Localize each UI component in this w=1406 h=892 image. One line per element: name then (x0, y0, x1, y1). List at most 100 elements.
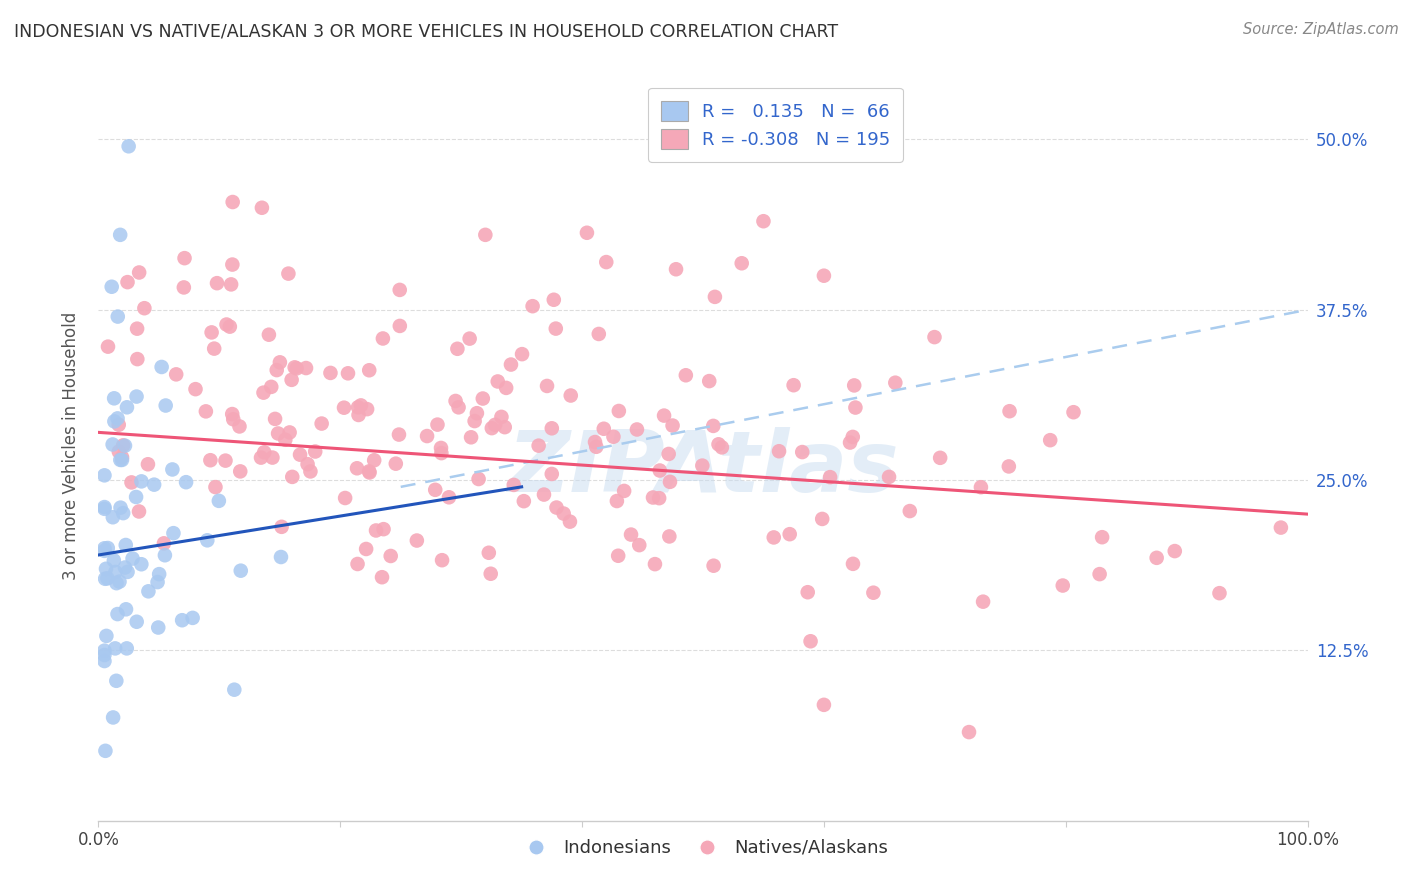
Indonesians (93, 468, 115, 483)
Natives/Alaskans (972, 595, 994, 609)
Natives/Alaskans (221, 258, 243, 272)
Natives/Alaskans (388, 283, 411, 297)
Natives/Alaskans (165, 368, 187, 382)
Indonesians (114, 538, 136, 552)
Natives/Alaskans (626, 422, 648, 436)
Natives/Alaskans (641, 491, 664, 505)
Natives/Alaskans (658, 447, 681, 461)
Natives/Alaskans (280, 373, 302, 387)
Natives/Alaskans (388, 427, 411, 442)
Indonesians (93, 643, 115, 657)
Natives/Alaskans (998, 404, 1021, 418)
Natives/Alaskans (602, 430, 624, 444)
Natives/Alaskans (620, 527, 643, 541)
Natives/Alaskans (346, 557, 368, 571)
Y-axis label: 3 or more Vehicles in Household: 3 or more Vehicles in Household (62, 312, 80, 580)
Natives/Alaskans (281, 470, 304, 484)
Natives/Alaskans (628, 538, 651, 552)
Natives/Alaskans (299, 465, 322, 479)
Natives/Alaskans (200, 453, 222, 467)
Indonesians (103, 553, 125, 567)
Indonesians (100, 279, 122, 293)
Natives/Alaskans (194, 404, 217, 418)
Indonesians (104, 641, 127, 656)
Indonesians (121, 551, 143, 566)
Indonesians (93, 648, 115, 662)
Natives/Alaskans (112, 438, 135, 452)
Natives/Alaskans (134, 301, 156, 316)
Indonesians (229, 564, 252, 578)
Natives/Alaskans (1208, 586, 1230, 600)
Indonesians (174, 475, 197, 490)
Natives/Alaskans (513, 494, 536, 508)
Natives/Alaskans (266, 363, 288, 377)
Indonesians (118, 139, 141, 153)
Natives/Alaskans (430, 441, 453, 455)
Natives/Alaskans (553, 507, 575, 521)
Natives/Alaskans (1164, 544, 1187, 558)
Natives/Alaskans (288, 448, 311, 462)
Natives/Alaskans (437, 490, 460, 504)
Natives/Alaskans (575, 226, 598, 240)
Natives/Alaskans (444, 394, 467, 409)
Natives/Alaskans (842, 430, 865, 444)
Indonesians (93, 541, 115, 556)
Natives/Alaskans (363, 453, 385, 467)
Natives/Alaskans (502, 478, 524, 492)
Natives/Alaskans (229, 464, 252, 478)
Natives/Alaskans (108, 444, 131, 458)
Indonesians (162, 462, 184, 476)
Natives/Alaskans (1063, 405, 1085, 419)
Natives/Alaskans (782, 378, 804, 392)
Natives/Alaskans (371, 331, 394, 345)
Indonesians (195, 533, 218, 548)
Natives/Alaskans (648, 463, 671, 477)
Indonesians (131, 475, 153, 489)
Natives/Alaskans (347, 401, 370, 415)
Indonesians (93, 544, 115, 558)
Indonesians (104, 565, 127, 579)
Natives/Alaskans (136, 457, 159, 471)
Indonesians (114, 439, 136, 453)
Indonesians (150, 359, 173, 374)
Natives/Alaskans (703, 558, 725, 573)
Natives/Alaskans (373, 522, 395, 536)
Indonesians (115, 401, 138, 415)
Natives/Alaskans (153, 536, 176, 550)
Natives/Alaskans (250, 450, 273, 465)
Indonesians (103, 392, 125, 406)
Natives/Alaskans (252, 385, 274, 400)
Natives/Alaskans (380, 549, 402, 563)
Natives/Alaskans (107, 417, 129, 432)
Indonesians (112, 506, 135, 520)
Natives/Alaskans (262, 450, 284, 465)
Natives/Alaskans (768, 444, 790, 458)
Indonesians (146, 575, 169, 590)
Natives/Alaskans (264, 412, 287, 426)
Indonesians (181, 611, 204, 625)
Natives/Alaskans (128, 504, 150, 518)
Natives/Alaskans (536, 379, 558, 393)
Natives/Alaskans (703, 290, 725, 304)
Natives/Alaskans (491, 409, 513, 424)
Text: INDONESIAN VS NATIVE/ALASKAN 3 OR MORE VEHICLES IN HOUSEHOLD CORRELATION CHART: INDONESIAN VS NATIVE/ALASKAN 3 OR MORE V… (14, 22, 838, 40)
Natives/Alaskans (430, 446, 453, 460)
Natives/Alaskans (533, 487, 555, 501)
Natives/Alaskans (710, 441, 733, 455)
Natives/Alaskans (998, 459, 1021, 474)
Indonesians (96, 629, 118, 643)
Indonesians (125, 390, 148, 404)
Natives/Alaskans (478, 546, 501, 560)
Natives/Alaskans (221, 407, 243, 421)
Natives/Alaskans (285, 361, 308, 376)
Natives/Alaskans (659, 475, 682, 489)
Natives/Alaskans (464, 414, 486, 428)
Natives/Alaskans (924, 330, 946, 344)
Natives/Alaskans (270, 520, 292, 534)
Indonesians (125, 490, 148, 504)
Natives/Alaskans (359, 466, 381, 480)
Natives/Alaskans (762, 531, 785, 545)
Indonesians (131, 558, 153, 572)
Natives/Alaskans (416, 429, 439, 443)
Natives/Alaskans (201, 326, 224, 340)
